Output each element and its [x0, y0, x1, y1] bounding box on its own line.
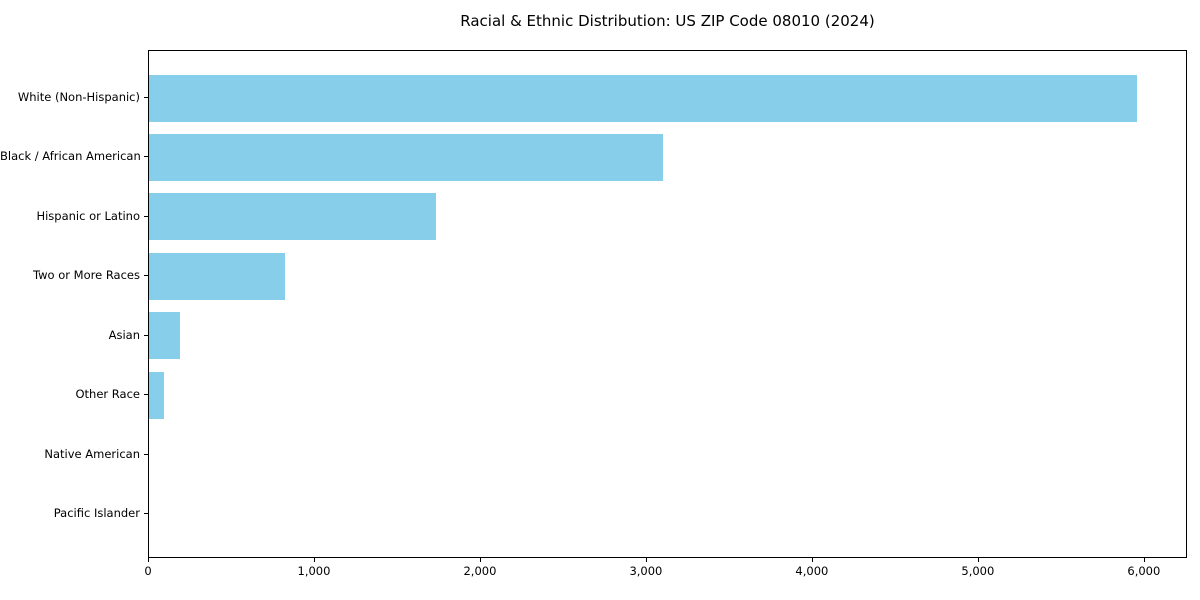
x-axis-tick-label: 0: [144, 564, 152, 578]
y-axis-tick: [144, 513, 148, 514]
bar-black-african-american: [149, 133, 663, 181]
chart-title: Racial & Ethnic Distribution: US ZIP Cod…: [460, 12, 875, 30]
y-axis-label: Native American: [44, 446, 140, 461]
y-axis-tick: [144, 156, 148, 158]
y-axis-tick: [144, 215, 148, 217]
bar-other-race: [149, 371, 164, 419]
x-axis-tick-label: 1,000: [297, 564, 331, 578]
bar-two-or-more-races: [149, 252, 286, 300]
x-axis-tick: [479, 558, 481, 562]
x-axis-tick: [313, 558, 315, 562]
y-axis-tick: [144, 394, 148, 396]
y-axis-tick: [144, 275, 148, 277]
x-axis-tick-label: 2,000: [463, 564, 497, 578]
bar-white-non-hispanic: [149, 74, 1137, 122]
bar-asian: [149, 312, 180, 360]
x-axis-tick: [645, 558, 647, 562]
x-axis-tick-label: 3,000: [629, 564, 663, 578]
x-axis-tick-label: 5,000: [961, 564, 995, 578]
y-axis-label: Black / African American: [0, 149, 141, 164]
x-axis-tick-label: 6,000: [1127, 564, 1161, 578]
y-axis-tick: [144, 453, 148, 455]
y-axis-label: Hispanic or Latino: [36, 208, 140, 223]
y-axis-label: Other Race: [75, 387, 141, 402]
y-axis-tick: [144, 334, 148, 336]
x-axis-tick: [977, 558, 979, 562]
y-axis-label: White (Non-Hispanic): [17, 90, 140, 104]
x-axis-tick: [148, 558, 149, 562]
y-axis-label: Pacific Islander: [53, 506, 140, 520]
y-axis-label: Two or More Races: [33, 268, 140, 283]
x-axis-tick: [811, 558, 813, 562]
y-axis-label: Asian: [108, 327, 140, 342]
x-axis-tick-label: 4,000: [795, 564, 829, 578]
bar-hispanic-or-latino: [149, 193, 437, 241]
x-axis-tick: [1143, 558, 1145, 562]
y-axis-tick: [144, 97, 148, 98]
plot-area: [148, 50, 1187, 558]
